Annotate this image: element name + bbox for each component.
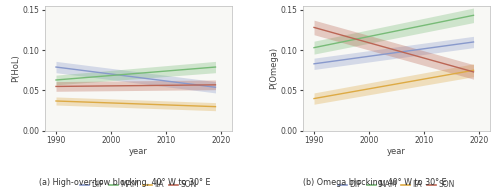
- Text: (b) Omega blocking, 40° W to 30° E: (b) Omega blocking, 40° W to 30° E: [303, 178, 447, 187]
- X-axis label: year: year: [387, 147, 406, 156]
- Text: (a) High-over-Low blocking, 40° W to 30° E: (a) High-over-Low blocking, 40° W to 30°…: [39, 178, 211, 187]
- Legend: DJF, MAM, JJA, SON: DJF, MAM, JJA, SON: [335, 177, 458, 187]
- Legend: DJF, MAM, JJA, SON: DJF, MAM, JJA, SON: [77, 177, 200, 187]
- Y-axis label: P(Omega): P(Omega): [268, 47, 278, 89]
- X-axis label: year: year: [129, 147, 148, 156]
- Y-axis label: P(HoL): P(HoL): [10, 54, 20, 82]
